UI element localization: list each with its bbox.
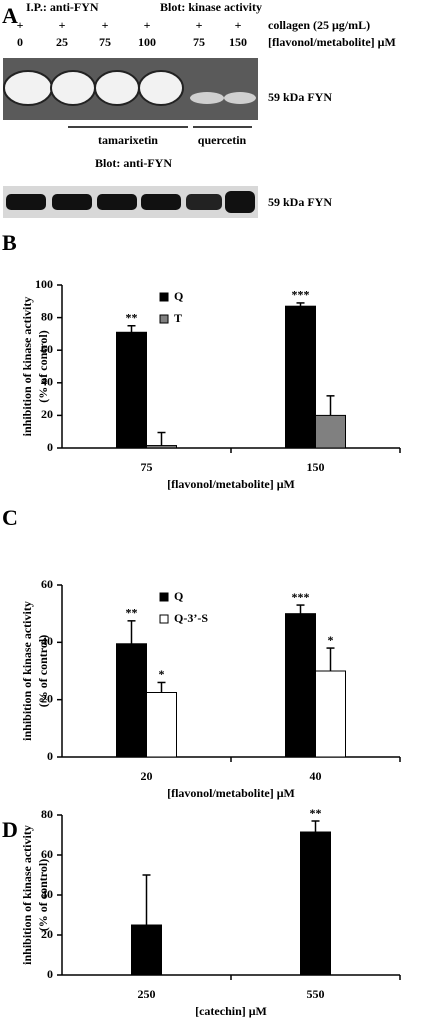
bar (300, 831, 331, 976)
band (186, 194, 222, 210)
bar (315, 670, 346, 758)
band (3, 70, 53, 106)
x-axis-label: [flavonol/metabolite] μM (167, 477, 295, 491)
bar (131, 924, 162, 976)
panel-label: A (2, 3, 18, 28)
y-tick-label: 40 (41, 634, 53, 648)
bar (116, 331, 147, 449)
collagen-label: collagen (25 μg/mL) (268, 18, 370, 32)
x-tick-label: 40 (310, 769, 322, 783)
y-tick-label: 20 (41, 927, 53, 941)
y-axis-label: inhibition of kinase activity (20, 297, 34, 437)
y-tick-label: 40 (41, 375, 53, 389)
legend-swatch (159, 592, 169, 602)
blot-label: Blot: anti-FYN (95, 156, 172, 170)
x-tick-label: 20 (141, 769, 153, 783)
band (138, 70, 184, 106)
group-label: quercetin (198, 133, 247, 147)
significance: ** (126, 606, 138, 620)
y-axis-label: inhibition of kinase activity (20, 825, 34, 965)
significance: * (159, 667, 165, 681)
y-tick-label: 0 (47, 440, 53, 454)
ip-label: I.P.: anti-FYN (26, 0, 99, 14)
significance: ** (310, 806, 322, 820)
y-tick-label: 40 (41, 887, 53, 901)
collagen-sign: + (102, 18, 109, 32)
significance: * (328, 633, 334, 647)
band (6, 194, 46, 210)
band (52, 194, 92, 210)
y-tick-label: 0 (47, 749, 53, 763)
legend-label: Q (174, 589, 183, 603)
band-label: 59 kDa FYN (268, 195, 332, 209)
y-tick-label: 60 (41, 847, 53, 861)
panel-label: D (2, 817, 18, 842)
lane-concentration: 100 (138, 35, 156, 49)
bar (146, 692, 177, 758)
band (50, 70, 96, 106)
band (190, 92, 224, 104)
lane-concentration: 75 (99, 35, 111, 49)
y-tick-label: 0 (47, 967, 53, 981)
y-tick-label: 80 (41, 309, 53, 323)
y-tick-label: 80 (41, 807, 53, 821)
y-tick-label: 60 (41, 342, 53, 356)
band (141, 194, 181, 210)
legend-swatch (159, 292, 169, 302)
collagen-sign: + (144, 18, 151, 32)
bar (285, 305, 316, 449)
bar (146, 445, 177, 449)
legend-label: Q-3’-S (174, 611, 208, 625)
panel-label: B (2, 230, 17, 255)
band (224, 92, 256, 104)
group-label: tamarixetin (98, 133, 158, 147)
bar (116, 643, 147, 758)
x-tick-label: 550 (307, 987, 325, 1001)
band-label: 59 kDa FYN (268, 90, 332, 104)
x-tick-label: 150 (307, 460, 325, 474)
band (225, 191, 255, 213)
x-axis-label: [catechin] μM (195, 1004, 267, 1018)
y-axis-label: (% of control) (36, 859, 50, 931)
lane-concentration: 0 (17, 35, 23, 49)
collagen-sign: + (235, 18, 242, 32)
y-axis-label: (% of control) (36, 330, 50, 402)
legend-label: Q (174, 289, 183, 303)
significance: *** (292, 590, 310, 604)
collagen-sign: + (196, 18, 203, 32)
significance: *** (292, 288, 310, 302)
lane-concentration: 75 (193, 35, 205, 49)
band (97, 194, 137, 210)
collagen-sign: + (59, 18, 66, 32)
y-tick-label: 100 (35, 277, 53, 291)
x-tick-label: 250 (138, 987, 156, 1001)
band (94, 70, 140, 106)
collagen-sign: + (17, 18, 24, 32)
significance: ** (126, 311, 138, 325)
legend-swatch (159, 614, 169, 624)
lane-concentration: 25 (56, 35, 68, 49)
y-axis-label: inhibition of kinase activity (20, 601, 34, 741)
legend-swatch (159, 314, 169, 324)
y-axis-label: (% of control) (36, 635, 50, 707)
lane-concentration: 150 (229, 35, 247, 49)
y-tick-label: 60 (41, 577, 53, 591)
blot-label: Blot: kinase activity (160, 0, 262, 14)
bar (315, 414, 346, 449)
legend-label: T (174, 311, 182, 325)
panel-label: C (2, 505, 18, 530)
y-tick-label: 20 (41, 407, 53, 421)
x-tick-label: 75 (141, 460, 153, 474)
bar (285, 613, 316, 758)
x-axis-label: [flavonol/metabolite] μM (167, 786, 295, 800)
conc-label: [flavonol/metabolite] μM (268, 35, 396, 49)
y-tick-label: 20 (41, 691, 53, 705)
